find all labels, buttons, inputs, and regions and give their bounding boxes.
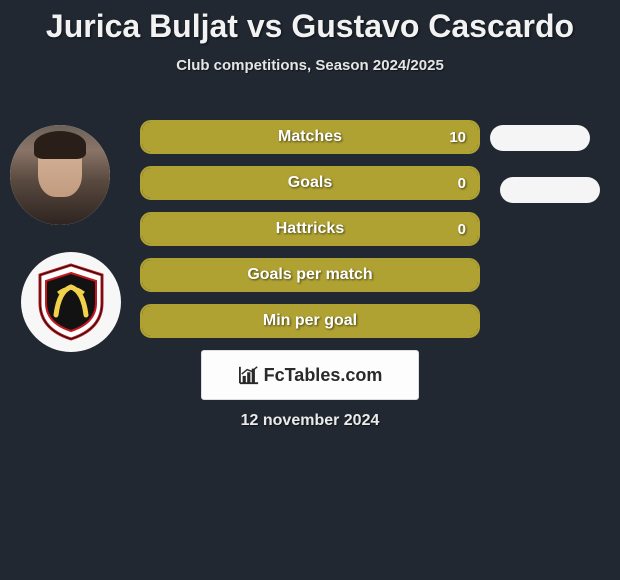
right-pill-2 (500, 177, 600, 203)
stat-label: Hattricks (142, 214, 478, 244)
stat-row-min-per-goal: Min per goal (140, 304, 480, 338)
club-badge-icon (21, 252, 121, 352)
stat-row-goals: Goals 0 (140, 166, 480, 200)
club-badge (21, 252, 121, 352)
brand-text: FcTables.com (264, 365, 383, 386)
stat-value: 10 (449, 122, 466, 152)
stat-row-hattricks: Hattricks 0 (140, 212, 480, 246)
title-text: Jurica Buljat vs Gustavo Cascardo (46, 8, 574, 44)
stats-container: Matches 10 Goals 0 Hattricks 0 Goals per… (140, 120, 480, 350)
stat-label: Goals (142, 168, 478, 198)
right-pill-1 (490, 125, 590, 151)
player-1-avatar (10, 125, 110, 225)
stat-label: Min per goal (142, 306, 478, 336)
stat-row-goals-per-match: Goals per match (140, 258, 480, 292)
page-title: Jurica Buljat vs Gustavo Cascardo (0, 0, 620, 51)
date-text: 12 november 2024 (0, 412, 620, 430)
stat-value: 0 (458, 214, 466, 244)
stat-label: Goals per match (142, 260, 478, 290)
chart-icon (238, 365, 260, 385)
stat-row-matches: Matches 10 (140, 120, 480, 154)
stat-value: 0 (458, 168, 466, 198)
stat-label: Matches (142, 122, 478, 152)
brand-box[interactable]: FcTables.com (201, 350, 419, 400)
player-face-icon (10, 125, 110, 225)
subtitle-text: Club competitions, Season 2024/2025 (0, 57, 620, 74)
